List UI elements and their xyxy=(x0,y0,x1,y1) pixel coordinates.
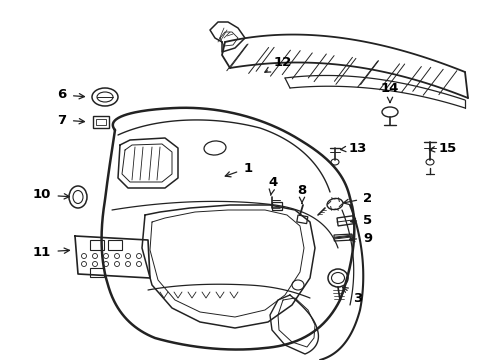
Bar xyxy=(297,215,308,224)
Text: 4: 4 xyxy=(269,175,278,195)
Text: 12: 12 xyxy=(265,55,292,72)
Bar xyxy=(90,268,104,277)
Text: 7: 7 xyxy=(57,113,84,126)
Text: 1: 1 xyxy=(225,162,252,177)
Text: 3: 3 xyxy=(343,287,363,305)
Text: 9: 9 xyxy=(349,231,372,244)
Bar xyxy=(90,240,104,250)
Bar xyxy=(96,119,106,125)
Text: 14: 14 xyxy=(381,81,399,103)
Text: 5: 5 xyxy=(350,213,372,226)
Text: 8: 8 xyxy=(297,184,307,203)
Bar xyxy=(108,240,122,250)
Text: 11: 11 xyxy=(33,246,70,258)
Text: 10: 10 xyxy=(33,189,70,202)
Text: 2: 2 xyxy=(343,192,372,204)
Text: 6: 6 xyxy=(57,89,84,102)
Bar xyxy=(337,216,354,226)
Bar xyxy=(93,116,109,128)
Text: 15: 15 xyxy=(429,141,457,154)
Bar xyxy=(272,202,282,210)
Text: 13: 13 xyxy=(341,141,367,154)
Bar xyxy=(334,234,352,241)
